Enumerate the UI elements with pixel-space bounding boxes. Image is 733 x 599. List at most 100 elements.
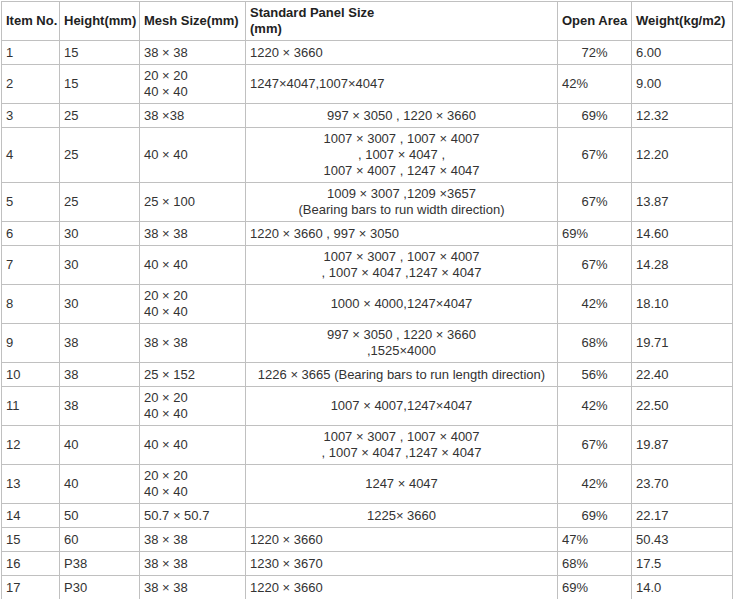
cell-line: 4 — [6, 147, 55, 163]
col-header-open-area: Open Area — [558, 2, 632, 41]
cell-item-no: 13 — [2, 465, 60, 504]
cell-line: 40 × 40 — [144, 304, 241, 320]
cell-open-area: 67% — [558, 426, 632, 465]
cell-panel-size: 1007 × 3007 , 1007 × 4007, 1007 × 4047 ,… — [246, 128, 558, 183]
cell-line: 25 — [64, 108, 135, 124]
cell-line: 997 × 3050 , 1220 × 3660 — [250, 327, 553, 343]
cell-weight: 18.10 — [632, 285, 733, 324]
cell-line: (Bearing bars to run width direction) — [250, 202, 553, 218]
cell-line: 38 × 38 — [144, 532, 241, 548]
cell-line: 6.00 — [636, 45, 728, 61]
cell-line: 40 × 40 — [144, 257, 241, 273]
table-row: 63038 × 381220 × 3660 , 997 × 305069%14.… — [2, 222, 733, 246]
cell-item-no: 15 — [2, 528, 60, 552]
grating-spec-page: Item No. Height(mm) Mesh Size(mm) Standa… — [0, 0, 733, 599]
cell-height: 25 — [60, 183, 140, 222]
cell-panel-size: 1009 × 3007 ,1209 ×3657(Bearing bars to … — [246, 183, 558, 222]
cell-line: 5 — [6, 194, 55, 210]
table-body: 11538 × 381220 × 366072%6.0021520 × 2040… — [2, 41, 733, 599]
table-row: 93838 × 38997 × 3050 , 1220 × 3660,1525×… — [2, 324, 733, 363]
col-header-panel-size: Standard Panel Size (mm) — [246, 2, 558, 41]
cell-weight: 14.0 — [632, 576, 733, 599]
cell-weight: 50.43 — [632, 528, 733, 552]
cell-line: 38 × 38 — [144, 580, 241, 596]
cell-line: 12.20 — [636, 147, 728, 163]
cell-line: 72% — [562, 45, 627, 61]
cell-open-area: 42% — [558, 465, 632, 504]
table-row: 11538 × 381220 × 366072%6.00 — [2, 41, 733, 65]
cell-weight: 22.40 — [632, 363, 733, 387]
cell-line: P30 — [64, 580, 135, 596]
cell-open-area: 67% — [558, 246, 632, 285]
cell-item-no: 17 — [2, 576, 60, 599]
cell-height: 25 — [60, 104, 140, 128]
cell-height: P38 — [60, 552, 140, 576]
cell-line: 38 — [64, 398, 135, 414]
cell-mesh-size: 20 × 2040 × 40 — [140, 65, 246, 104]
cell-panel-size: 1000 × 4000,1247×4047 — [246, 285, 558, 324]
cell-line: 19.87 — [636, 437, 728, 453]
cell-line: 30 — [64, 257, 135, 273]
cell-line: 40 × 40 — [144, 84, 241, 100]
cell-line: 22.40 — [636, 367, 728, 383]
cell-line: 12.32 — [636, 108, 728, 124]
cell-line: 1 — [6, 45, 55, 61]
cell-line: ,1525×4000 — [250, 343, 553, 359]
cell-line: 56% — [562, 367, 627, 383]
cell-weight: 22.50 — [632, 387, 733, 426]
cell-item-no: 2 — [2, 65, 60, 104]
cell-item-no: 3 — [2, 104, 60, 128]
cell-line: 40 × 40 — [144, 437, 241, 453]
cell-line: 1009 × 3007 ,1209 ×3657 — [250, 186, 553, 202]
cell-line: 20 × 20 — [144, 288, 241, 304]
cell-item-no: 14 — [2, 504, 60, 528]
cell-height: P30 — [60, 576, 140, 599]
cell-item-no: 5 — [2, 183, 60, 222]
cell-weight: 14.28 — [632, 246, 733, 285]
cell-weight: 12.20 — [632, 128, 733, 183]
cell-panel-size: 997 × 3050 , 1220 × 3660 — [246, 104, 558, 128]
cell-line: 50.43 — [636, 532, 728, 548]
header-label-unit: (mm) — [250, 21, 553, 37]
cell-line: 67% — [562, 194, 627, 210]
cell-line: 15 — [64, 45, 135, 61]
cell-line: 22.50 — [636, 398, 728, 414]
table-row: 156038 × 381220 × 366047%50.43 — [2, 528, 733, 552]
cell-line: , 1007 × 4047 ,1247 × 4047 — [250, 265, 553, 281]
cell-weight: 19.71 — [632, 324, 733, 363]
table-row: 11 38 20 × 2040 × 401007 × 4007,1247×4047 4… — [2, 387, 733, 426]
cell-panel-size: 1007 × 3007 , 1007 × 4007, 1007 × 4047 ,… — [246, 246, 558, 285]
cell-line: 69% — [562, 580, 627, 596]
cell-line: 47% — [562, 532, 627, 548]
cell-item-no: 11 — [2, 387, 60, 426]
cell-mesh-size: 38 ×38 — [140, 104, 246, 128]
cell-line: 13.87 — [636, 194, 728, 210]
cell-line: 15 — [6, 532, 55, 548]
table-row: 103825 × 1521226 × 3665 (Bearing bars to… — [2, 363, 733, 387]
cell-line: 1007 × 4007,1247×4047 — [250, 398, 553, 414]
cell-item-no: 16 — [2, 552, 60, 576]
header-label: Weight(kg/m2) — [636, 13, 728, 29]
cell-weight: 6.00 — [632, 41, 733, 65]
cell-line: 38 × 38 — [144, 556, 241, 572]
cell-mesh-size: 40 × 40 — [140, 426, 246, 465]
cell-mesh-size: 20 × 2040 × 40 — [140, 465, 246, 504]
cell-height: 15 — [60, 65, 140, 104]
table-row: 134020 × 2040 × 401247 × 404742%23.70 — [2, 465, 733, 504]
cell-mesh-size: 20 × 2040 × 40 — [140, 387, 246, 426]
cell-mesh-size: 38 × 38 — [140, 324, 246, 363]
cell-line: 42% — [562, 398, 627, 414]
cell-line: 997 × 3050 , 1220 × 3660 — [250, 108, 553, 124]
cell-line: 15 — [64, 76, 135, 92]
cell-line: 50 — [64, 508, 135, 524]
cell-mesh-size: 40 × 40 — [140, 128, 246, 183]
cell-open-area: 69% — [558, 104, 632, 128]
cell-mesh-size: 25 × 152 — [140, 363, 246, 387]
cell-line: 20 × 20 — [144, 468, 241, 484]
cell-line: 22.17 — [636, 508, 728, 524]
cell-line: 1220 × 3660 — [250, 532, 553, 548]
cell-line: , 1007 × 4047 , — [250, 147, 553, 163]
cell-line: 11 — [6, 398, 55, 414]
cell-mesh-size: 20 × 2040 × 40 — [140, 285, 246, 324]
cell-mesh-size: 38 × 38 — [140, 528, 246, 552]
